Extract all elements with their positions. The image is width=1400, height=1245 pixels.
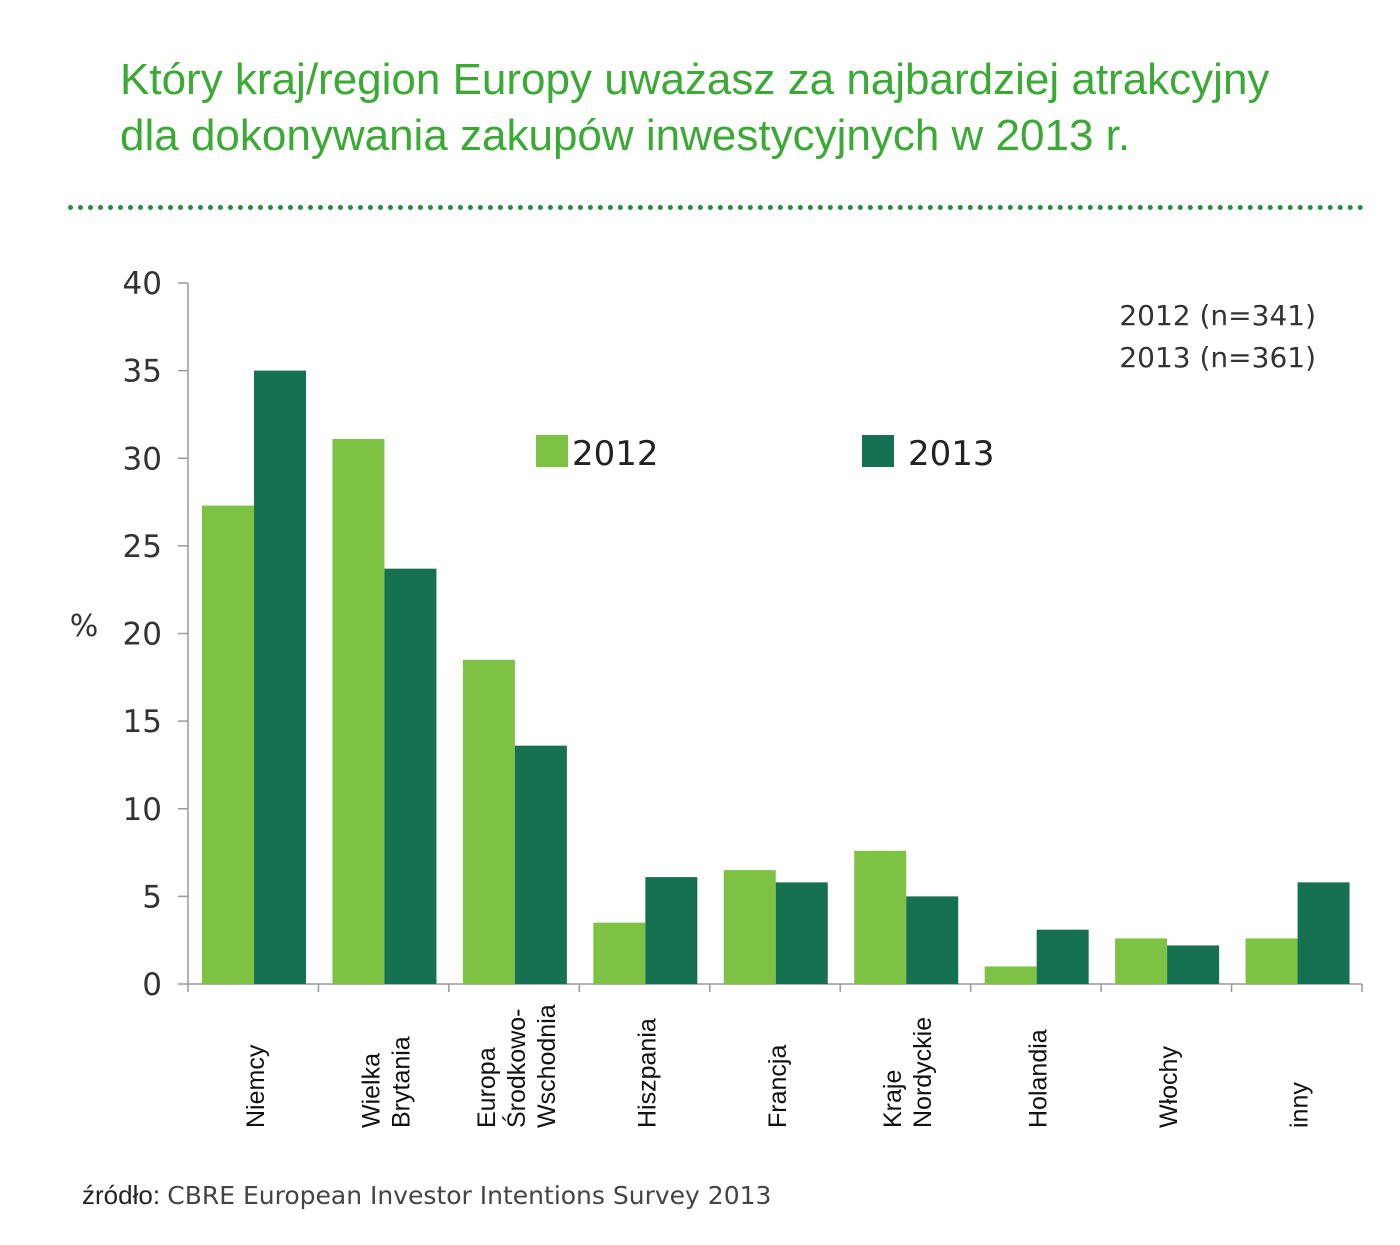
- source-label: źródło:: [82, 1180, 161, 1210]
- y-tick-label: 0: [142, 967, 162, 1003]
- sample-size-note: 2012 (n=341): [1119, 299, 1316, 332]
- title-line-1: Który kraj/region Europy uważasz za najb…: [120, 55, 1270, 104]
- bar-2013-1: [384, 568, 437, 984]
- bar-2012-7: [1115, 938, 1168, 984]
- bar-2013-7: [1167, 945, 1220, 984]
- x-tick-label: Niemcy: [242, 1044, 270, 1128]
- legend-label-2012: 2012: [572, 434, 659, 474]
- x-tick-label: Środkowo-: [501, 1009, 531, 1129]
- bar-2012-4: [723, 870, 776, 984]
- bar-2013-2: [514, 745, 567, 984]
- bar-2013-5: [906, 896, 959, 984]
- title-line-2: dla dokonywania zakupów inwestycyjnych w…: [120, 111, 1131, 160]
- bar-2013-6: [1036, 929, 1089, 984]
- bar-2012-5: [854, 850, 907, 984]
- bar-2013-4: [775, 882, 828, 984]
- x-tick-label: Hiszpania: [633, 1018, 661, 1128]
- y-tick-label: 35: [123, 354, 162, 390]
- bar-2012-1: [332, 438, 385, 984]
- source-note: źródło: CBRE European Investor Intention…: [82, 1180, 771, 1211]
- y-tick-label: 40: [123, 266, 162, 302]
- sample-size-note: 2013 (n=361): [1119, 341, 1316, 374]
- x-tick-label: Włochy: [1155, 1046, 1183, 1128]
- y-axis-label: %: [70, 609, 99, 644]
- bar-2012-2: [462, 659, 515, 984]
- x-tick-label: Holandia: [1025, 1029, 1053, 1128]
- y-tick-label: 5: [142, 879, 162, 915]
- legend-swatch-2012: [536, 435, 568, 467]
- bar-2013-3: [645, 877, 698, 984]
- x-tick-label: Brytania: [387, 1036, 415, 1128]
- x-tick-label: inny: [1286, 1082, 1314, 1128]
- bar-2012-0: [202, 505, 254, 984]
- y-tick-label: 25: [123, 529, 162, 565]
- x-tick-label: Wielka: [357, 1053, 385, 1128]
- y-tick-label: 20: [123, 617, 162, 653]
- x-tick-label: Francja: [764, 1045, 792, 1128]
- y-tick-label: 15: [123, 704, 162, 740]
- legend-label-2013: 2013: [908, 434, 995, 474]
- bar-2012-8: [1245, 938, 1298, 984]
- x-tick-label: Kraje: [879, 1070, 907, 1128]
- x-tick-label: Nordyckie: [909, 1017, 937, 1128]
- bar-2013-8: [1297, 882, 1350, 984]
- y-tick-label: 10: [123, 792, 162, 828]
- bar-2013-0: [254, 370, 306, 984]
- source-text: CBRE European Investor Intentions Survey…: [167, 1181, 772, 1210]
- divider: [68, 205, 1364, 210]
- y-tick-label: 30: [123, 441, 162, 477]
- x-tick-label: Wschodnia: [533, 1004, 561, 1128]
- bar-2012-6: [984, 966, 1037, 984]
- bar-2012-3: [593, 922, 646, 984]
- x-tick-label: Europa: [473, 1047, 501, 1128]
- legend-swatch-2013: [862, 435, 894, 467]
- chart-title: Który kraj/region Europy uważasz za najb…: [120, 52, 1380, 164]
